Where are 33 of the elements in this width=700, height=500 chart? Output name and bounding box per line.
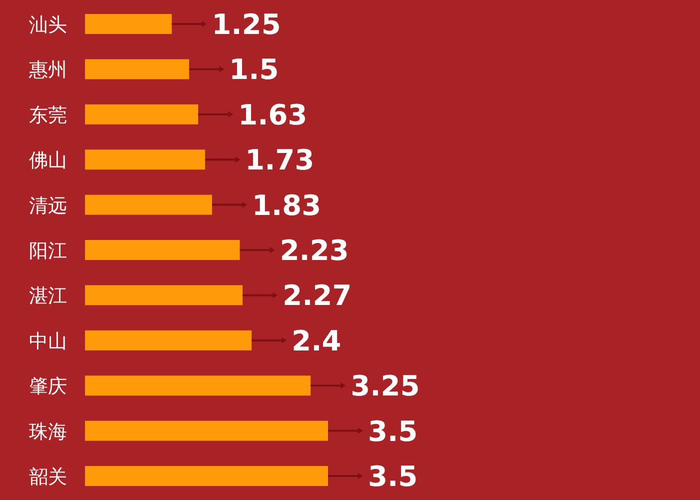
data-label: 2.23: [280, 234, 349, 267]
bar: [85, 330, 252, 350]
bar: [85, 59, 190, 80]
y-tick-label: 中山: [29, 330, 67, 352]
bar: [85, 14, 172, 34]
y-tick-label: 汕头: [29, 14, 67, 36]
y-tick-label: 东莞: [29, 104, 67, 126]
y-tick-label: 珠海: [29, 420, 67, 443]
data-label: 1.25: [212, 8, 281, 41]
data-label: 1.63: [238, 98, 308, 132]
y-tick-label: 佛山: [29, 150, 67, 172]
y-tick-label: 湛江: [29, 285, 67, 308]
data-label: 1.73: [245, 144, 314, 177]
data-label: 3.5: [368, 460, 418, 493]
data-label: 1.83: [252, 188, 322, 222]
bar: [85, 150, 206, 170]
y-tick-label: 清远: [29, 194, 67, 217]
bar: [85, 285, 243, 306]
data-label: 2.4: [292, 324, 342, 358]
data-label: 2.27: [282, 279, 352, 312]
bar: [85, 466, 328, 486]
y-tick-label: 惠州: [28, 59, 67, 82]
y-tick-label: 韶关: [29, 466, 67, 488]
data-label: 3.5: [368, 414, 418, 448]
bar: [85, 104, 198, 124]
y-tick-label: 阳江: [29, 240, 67, 262]
data-label: 1.5: [229, 53, 279, 86]
bar: [85, 376, 311, 396]
bar: [85, 420, 328, 441]
bar: [85, 240, 240, 260]
data-label: 3.25: [350, 370, 420, 403]
y-tick-label: 肇庆: [29, 376, 67, 398]
bar: [85, 194, 212, 215]
